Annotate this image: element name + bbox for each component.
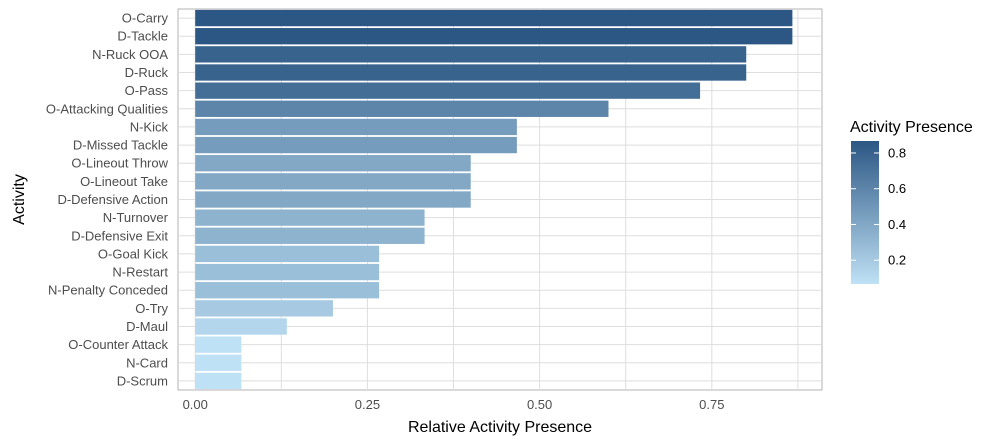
bar-o-carry	[195, 9, 793, 27]
bar-d-ruck	[195, 64, 747, 81]
y-tick-label: O-Lineout Take	[80, 174, 168, 189]
legend-tick-label: 0.4	[888, 217, 906, 232]
y-tick-label: D-Ruck	[125, 65, 169, 80]
x-tick-label: 0.75	[699, 397, 724, 412]
y-tick-label: N-Ruck OOA	[92, 47, 168, 62]
bar-o-counter-attack	[195, 336, 242, 353]
y-tick-label: N-Kick	[130, 119, 169, 134]
legend-tick-label: 0.2	[888, 253, 906, 268]
x-tick-labels: 0.00 0.25 0.50 0.75	[183, 397, 725, 412]
y-tick-label: N-Restart	[112, 265, 168, 280]
bar-n-turnover	[195, 209, 425, 226]
x-tick-label: 0.00	[183, 397, 208, 412]
legend: Activity Presence 0.2 0.4 0.6 0.8	[850, 119, 973, 284]
bar-o-goal-kick	[195, 245, 380, 263]
bars	[195, 9, 793, 390]
y-tick-label: D-Defensive Action	[57, 192, 168, 207]
bar-n-ruck-ooa	[195, 46, 747, 63]
y-tick-label: D-Tackle	[117, 29, 168, 44]
bar-o-attacking-qualities	[195, 100, 609, 117]
bar-n-card	[195, 354, 242, 371]
bar-o-try	[195, 300, 333, 317]
bar-o-lineout-throw	[195, 155, 471, 172]
legend-tick-label: 0.6	[888, 181, 906, 196]
y-tick-label: O-Counter Attack	[68, 337, 168, 352]
x-tick-label: 0.50	[527, 397, 552, 412]
legend-colorbar	[851, 141, 879, 284]
y-tick-label: O-Goal Kick	[98, 246, 169, 261]
y-tick-label: O-Pass	[125, 83, 169, 98]
bar-d-defensive-action	[195, 191, 471, 208]
bar-d-maul	[195, 318, 287, 335]
y-tick-label: D-Maul	[126, 319, 168, 334]
bar-o-pass	[195, 82, 701, 99]
bar-n-kick	[195, 118, 517, 136]
bar-o-lineout-take	[195, 173, 471, 190]
legend-ticks: 0.2 0.4 0.6 0.8	[851, 145, 906, 268]
y-tick-label: D-Defensive Exit	[71, 228, 168, 243]
y-tick-labels: O-Carry D-Tackle N-Ruck OOA D-Ruck O-Pass O-A…	[46, 11, 169, 389]
bar-d-tackle	[195, 28, 793, 45]
legend-tick-label: 0.8	[888, 145, 906, 160]
y-tick-label: O-Carry	[122, 11, 169, 26]
bar-d-defensive-exit	[195, 227, 425, 244]
y-tick-label: O-Try	[135, 301, 168, 316]
y-tick-label: D-Scrum	[117, 373, 168, 388]
y-axis-title: Activity	[11, 174, 28, 225]
y-tick-label: N-Penalty Conceded	[48, 283, 168, 298]
bar-n-restart	[195, 263, 380, 281]
legend-title: Activity Presence	[850, 119, 973, 136]
y-tick-label: O-Attacking Qualities	[46, 101, 169, 116]
bar-n-penalty-conceded	[195, 282, 380, 299]
x-axis-title: Relative Activity Presence	[408, 419, 592, 436]
y-tick-label: N-Turnover	[103, 210, 169, 225]
bar-d-missed-tackle	[195, 136, 517, 154]
x-tick-label: 0.25	[355, 397, 380, 412]
y-tick-label: N-Card	[126, 355, 168, 370]
y-tick-label: D-Missed Tackle	[73, 138, 168, 153]
y-tick-label: O-Lineout Throw	[71, 156, 168, 171]
bar-d-scrum	[195, 372, 242, 390]
